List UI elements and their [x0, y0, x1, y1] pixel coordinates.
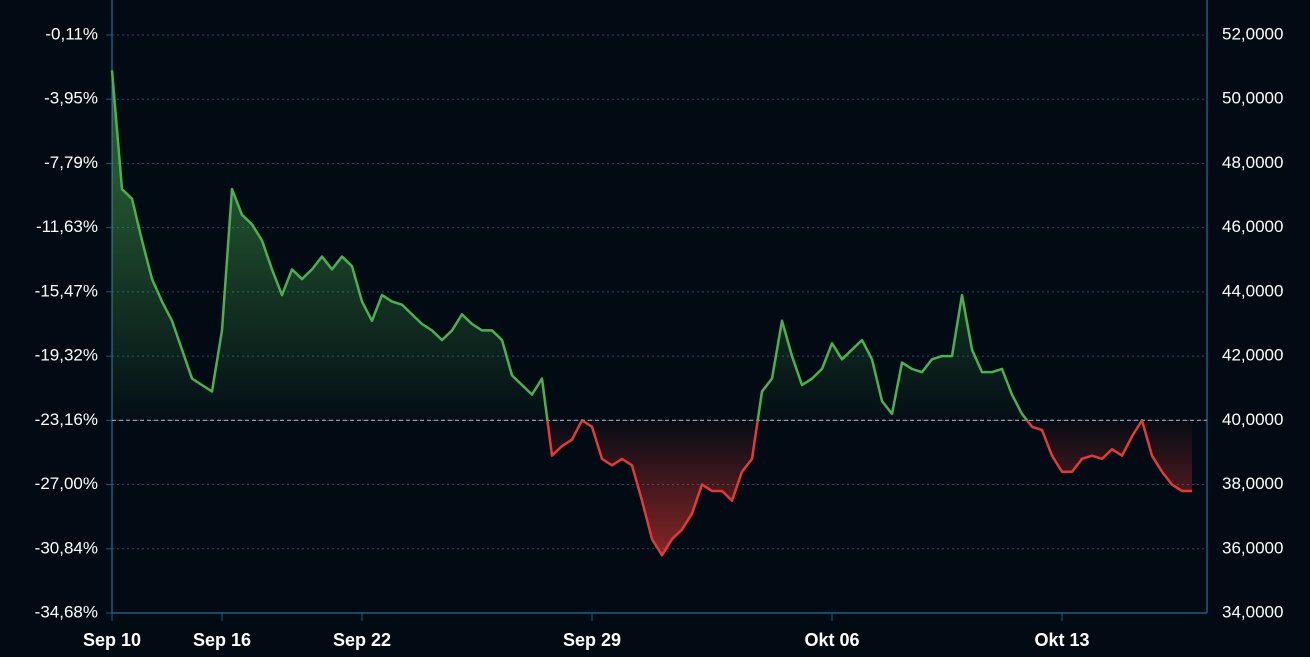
y-tick-label: -11,63% — [36, 217, 98, 236]
y-tick-label: -34,68% — [35, 602, 98, 621]
y2-tick-label: 38,0000 — [1222, 474, 1283, 493]
y-tick-label: -30,84% — [35, 538, 98, 557]
y-tick-label: -0,11% — [45, 24, 98, 43]
y2-tick-label: 48,0000 — [1222, 153, 1283, 172]
x-tick-label: Sep 16 — [193, 630, 251, 650]
x-tick-label: Sep 22 — [333, 630, 391, 650]
y2-tick-label: 46,0000 — [1222, 217, 1283, 236]
y2-tick-label: 34,0000 — [1222, 602, 1283, 621]
y2-tick-label: 40,0000 — [1222, 410, 1283, 429]
y2-tick-label: 44,0000 — [1222, 281, 1283, 300]
y2-tick-label: 42,0000 — [1222, 346, 1283, 365]
y-tick-label: -7,79% — [44, 153, 98, 172]
y-tick-label: -27,00% — [35, 474, 98, 493]
y2-tick-label: 36,0000 — [1222, 538, 1283, 557]
y2-tick-label: 50,0000 — [1222, 89, 1283, 108]
y-tick-label: -15,47% — [35, 281, 98, 300]
x-tick-label: Sep 29 — [563, 630, 621, 650]
x-tick-label: Okt 13 — [1034, 630, 1089, 650]
y-tick-label: -3,95% — [44, 89, 98, 108]
y2-tick-label: 52,0000 — [1222, 24, 1283, 43]
x-tick-label: Okt 06 — [804, 630, 859, 650]
x-tick-label: Sep 10 — [83, 630, 141, 650]
y-tick-label: -23,16% — [35, 410, 98, 429]
area — [112, 70, 1192, 556]
line — [110, 70, 1192, 557]
y-tick-label: -19,32% — [35, 346, 98, 365]
